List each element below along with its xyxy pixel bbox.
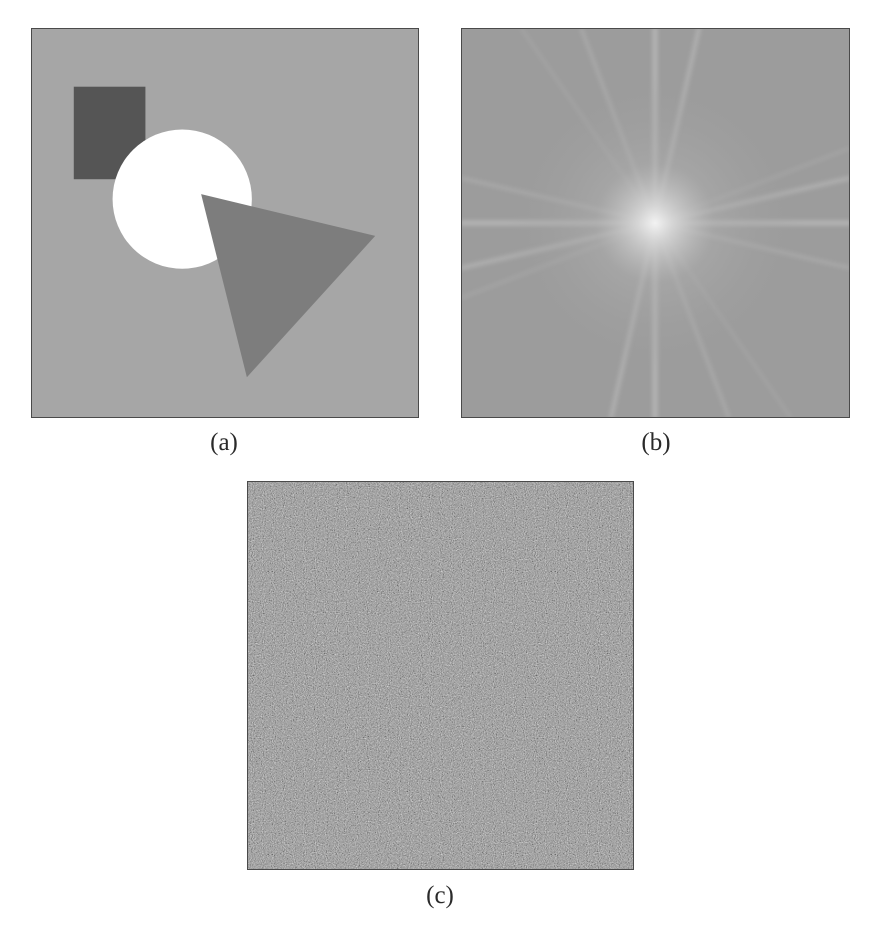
gray-triangle xyxy=(201,194,376,378)
caption-c: (c) xyxy=(426,882,454,909)
shapes-image xyxy=(32,29,418,417)
spectrum-center-glow xyxy=(505,73,805,373)
spectrum-panel-b xyxy=(461,28,850,418)
image-panel-a xyxy=(31,28,419,418)
phase-noise-image xyxy=(248,482,633,869)
caption-b: (b) xyxy=(641,429,671,456)
caption-a: (a) xyxy=(210,429,238,456)
phase-panel-c xyxy=(247,481,634,870)
noise-texture xyxy=(248,482,633,869)
fourier-spectrum-image xyxy=(462,29,849,417)
